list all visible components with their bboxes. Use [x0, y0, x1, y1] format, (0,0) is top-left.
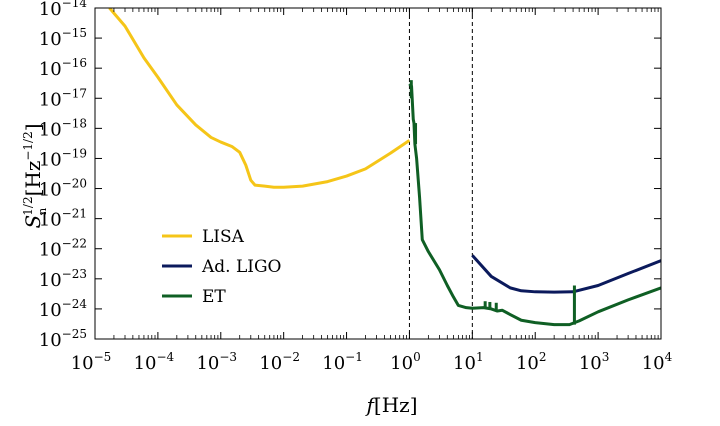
- data-layer: [108, 8, 661, 339]
- y-tick-label: 10−15: [39, 26, 87, 50]
- legend-label-lisa: LISA: [202, 227, 245, 247]
- y-tick-label: 10−16: [39, 56, 87, 80]
- x-tick-label: 10−1: [322, 350, 363, 374]
- x-tick-label: 10−3: [196, 350, 237, 374]
- y-axis-label: Sn1/2[Hz−1/2]: [21, 123, 49, 228]
- y-tick-label: 10−25: [39, 327, 87, 351]
- y-tick-label: 10−23: [39, 267, 87, 291]
- legend-label-ad-ligo: Ad. LIGO: [201, 257, 282, 277]
- x-tick-label: 103: [579, 350, 610, 374]
- y-tick-label: 10−20: [39, 177, 87, 201]
- x-tick-label: 100: [390, 350, 421, 374]
- y-tick-label: 10−17: [39, 86, 87, 110]
- y-tick-label: 10−22: [39, 237, 87, 261]
- x-tick-label: 10−5: [71, 350, 112, 374]
- y-tick-label: 10−18: [39, 116, 87, 140]
- x-tick-label: 101: [453, 350, 484, 374]
- y-tick-label: 10−19: [39, 146, 87, 170]
- legend-label-et: ET: [202, 287, 226, 307]
- series-line-lisa: [108, 8, 411, 189]
- axis-labels: f[Hz] Sn1/2[Hz−1/2]: [21, 123, 418, 417]
- y-tick-label: 10−14: [39, 0, 88, 20]
- x-axis-label: f[Hz]: [365, 393, 418, 417]
- series-line-ad-ligo: [471, 254, 661, 294]
- series-line-et: [408, 82, 661, 327]
- plot-frame: [94, 7, 662, 340]
- axes-layer: 10−5 10−4 10−3 10−2 10−1 100 101 102 103 104 10−25…: [39, 0, 673, 374]
- y-tick-label: 10−24: [39, 297, 88, 321]
- x-tick-label: 10−2: [259, 350, 300, 374]
- x-tick-label: 102: [516, 350, 547, 374]
- x-tick-label: 104: [642, 350, 673, 374]
- x-tick-label: 10−4: [134, 350, 175, 374]
- y-tick-label: 10−21: [39, 207, 87, 231]
- legend: LISA Ad. LIGO ET: [162, 227, 282, 307]
